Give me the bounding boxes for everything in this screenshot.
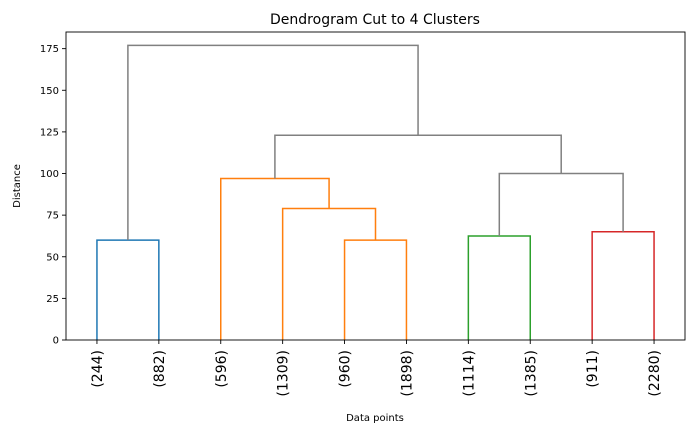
dendrogram-link-2	[281, 207, 377, 340]
leaf-label: (882)	[152, 350, 168, 388]
x-axis: (244) (882) (596) (1309) (960) (1898) (1114) (1…	[90, 340, 663, 397]
dendrogram-link-3	[220, 177, 330, 340]
leaf-label: (1309)	[276, 350, 292, 397]
y-tick-label: 0	[53, 336, 59, 347]
dendrogram-link-6	[498, 172, 624, 236]
dendrogram-link-1	[343, 239, 408, 340]
y-axis-title: Distance	[12, 164, 23, 208]
leaf-label: (2280)	[647, 350, 663, 397]
y-tick-label: 150	[40, 86, 59, 97]
leaf-label: (960)	[338, 350, 354, 388]
leaf-label: (596)	[214, 350, 230, 388]
dendrogram-links	[96, 44, 655, 340]
dendrogram-link-7	[274, 134, 562, 179]
y-tick-label: 125	[40, 127, 59, 138]
dendrogram-link-8	[127, 44, 419, 241]
x-axis-title: Data points	[346, 413, 404, 424]
dendrogram-link-4	[467, 235, 531, 340]
dendrogram-link-5	[591, 231, 655, 340]
y-tick-label: 50	[46, 252, 59, 263]
leaf-label: (1898)	[399, 350, 415, 397]
leaf-label: (911)	[585, 350, 601, 388]
y-tick-label: 25	[46, 294, 59, 305]
leaf-label: (1114)	[461, 350, 477, 397]
dendrogram-link-0	[96, 239, 160, 340]
chart-title: Dendrogram Cut to 4 Clusters	[270, 12, 480, 28]
y-axis: 0 25 50 75 100 125 150 175	[40, 44, 66, 347]
leaf-label: (1385)	[523, 350, 539, 397]
leaf-label: (244)	[90, 350, 106, 388]
y-tick-label: 175	[40, 44, 59, 55]
plot-frame	[65, 31, 686, 341]
y-tick-label: 75	[46, 211, 59, 222]
y-tick-label: 100	[40, 169, 59, 180]
